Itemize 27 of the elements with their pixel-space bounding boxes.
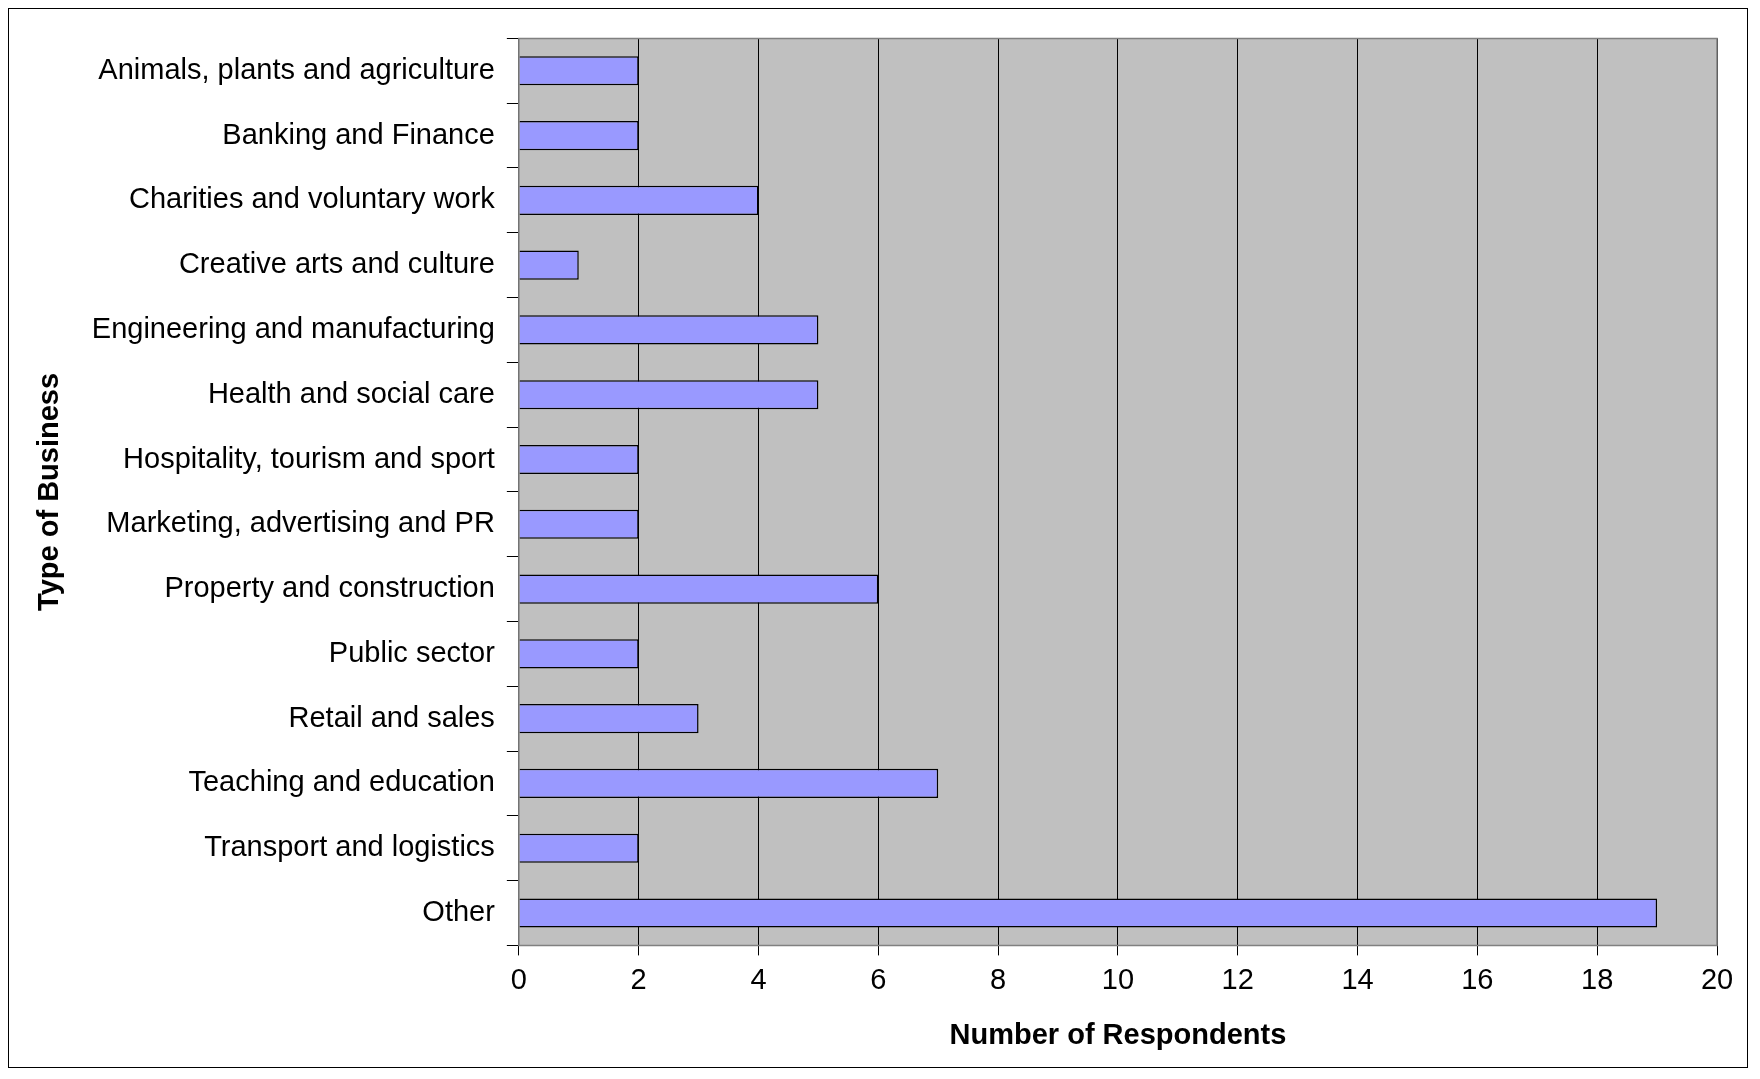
x-tick-label: 10 [1101, 962, 1135, 995]
x-axis-title: Number of Respondents [949, 1017, 1287, 1050]
x-tick-label: 8 [990, 962, 1007, 995]
x-tick-label: 12 [1221, 962, 1254, 995]
y-tick-label: Health and social care [207, 376, 495, 409]
x-tick-label: 0 [510, 962, 527, 995]
y-tick-label: Property and construction [164, 571, 495, 604]
y-tick-label: Hospitality, tourism and sport [123, 441, 495, 474]
x-tick-label: 18 [1581, 962, 1614, 995]
x-tick-label: 2 [630, 962, 647, 995]
y-tick-label: Creative arts and culture [178, 247, 495, 280]
y-tick-label: Public sector [328, 635, 496, 668]
y-axis-title: Type of Business [32, 372, 65, 611]
y-tick-label: Engineering and manufacturing [91, 311, 495, 344]
y-tick-label: Teaching and education [188, 765, 495, 798]
x-tick-label: 14 [1341, 962, 1374, 995]
y-tick-label: Retail and sales [288, 700, 495, 733]
y-tick-label: Other [422, 895, 496, 928]
x-tick-label: 16 [1461, 962, 1494, 995]
y-tick-label: Animals, plants and agriculture [98, 52, 495, 85]
x-tick-label: 20 [1700, 962, 1734, 995]
x-tick-label: 4 [750, 962, 767, 995]
y-tick-label: Transport and logistics [204, 830, 495, 863]
y-tick-label: Marketing, advertising and PR [106, 506, 495, 539]
y-tick-label: Banking and Finance [222, 117, 495, 150]
x-tick-label: 6 [870, 962, 887, 995]
y-tick-label: Charities and voluntary work [128, 182, 496, 215]
